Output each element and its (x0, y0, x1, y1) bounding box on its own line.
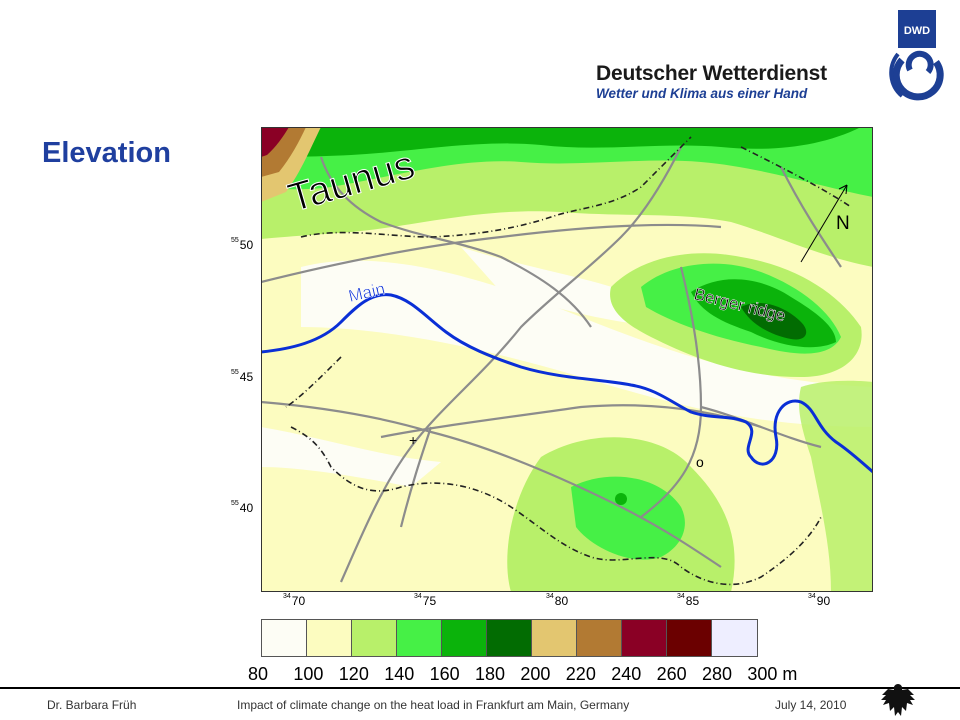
x-tick: 3475 (414, 593, 437, 608)
legend-swatch (352, 620, 397, 656)
legend-label: 100 (293, 664, 324, 684)
elevation-legend (261, 619, 758, 657)
dwd-logo: Deutscher Wetterdienst Wetter und Klima … (590, 10, 950, 105)
elevation-layers (261, 127, 873, 592)
legend-label: 80 (248, 664, 269, 684)
legend-label: 280 (702, 664, 733, 684)
legend-swatch (262, 620, 307, 656)
federal-eagle-icon (881, 684, 915, 716)
footer-rule (0, 687, 960, 689)
footer-author: Dr. Barbara Früh (47, 698, 137, 712)
legend-swatch (532, 620, 577, 656)
legend-label: 260 (656, 664, 687, 684)
map-frame (261, 127, 873, 592)
logo-subtitle: Wetter und Klima aus einer Hand (596, 86, 808, 101)
river-main (261, 293, 873, 474)
legend-swatch (307, 620, 352, 656)
road-network (261, 146, 842, 583)
berger-ridge-180 (741, 302, 807, 340)
south-forest-160 (615, 493, 627, 505)
legend-label: 180 (475, 664, 506, 684)
north-arrow-head-icon (838, 184, 848, 195)
legend-label: 220 (565, 664, 596, 684)
legend-swatch (577, 620, 622, 656)
x-tick: 3470 (283, 593, 306, 608)
dwd-emblem-icon: DWD (889, 10, 944, 101)
valley-lowest (301, 260, 873, 427)
legend-swatch (712, 620, 757, 656)
north-arrow-icon (800, 184, 848, 263)
elevation-map: Taunus Main Berger ridge N + o (261, 127, 873, 592)
legend-swatch (622, 620, 667, 656)
y-tick: 5550 (231, 237, 254, 252)
legend-swatch (442, 620, 487, 656)
legend-labels: 80 100 120 140 160 180 200 220 240 260 280 300 m (248, 664, 828, 688)
plus-marker: + (409, 432, 417, 448)
legend-label: 160 (429, 664, 460, 684)
x-tick: 3490 (808, 593, 831, 608)
logo-title: Deutscher Wetterdienst (596, 62, 827, 85)
legend-label: 300 m (747, 664, 798, 684)
taunus-160 (261, 127, 861, 157)
footer-talk-title: Impact of climate change on the heat loa… (237, 698, 630, 712)
taunus-240 (261, 127, 289, 157)
admin-border (285, 136, 852, 586)
legend-swatch (667, 620, 712, 656)
logo-badge-text: DWD (904, 25, 930, 37)
legend-label: 120 (338, 664, 369, 684)
legend-swatch (487, 620, 532, 656)
y-tick: 5545 (231, 369, 254, 384)
footer-date: July 14, 2010 (775, 698, 847, 712)
legend-label: 240 (611, 664, 642, 684)
o-marker: o (696, 454, 704, 470)
east-patch (799, 380, 873, 592)
x-tick: 3480 (546, 593, 569, 608)
legend-label: 140 (384, 664, 415, 684)
legend-swatch (397, 620, 442, 656)
valley-lowest-sw (261, 427, 441, 487)
legend-label: 200 (520, 664, 551, 684)
slide-title: Elevation (42, 137, 171, 169)
x-tick: 3485 (677, 593, 700, 608)
north-label: N (836, 213, 850, 234)
y-tick: 5540 (231, 500, 254, 515)
